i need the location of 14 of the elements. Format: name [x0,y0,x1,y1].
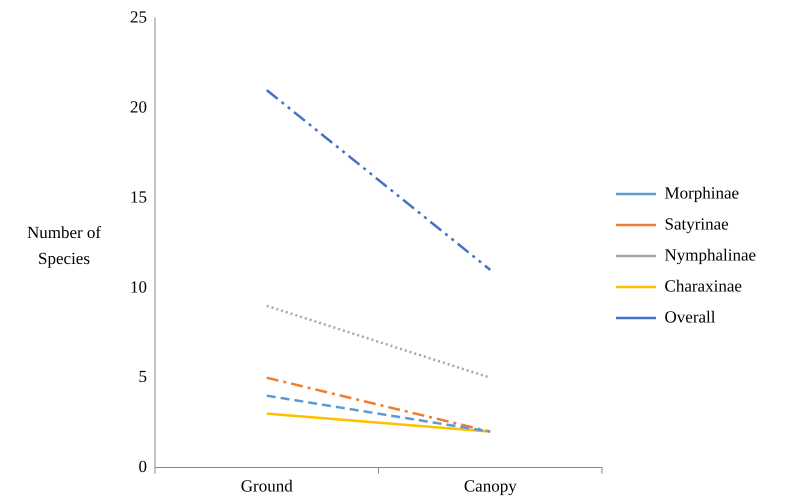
y-tick-label: 20 [130,98,147,117]
y-tick-label: 5 [138,367,147,386]
y-tick-label: 25 [130,8,147,27]
y-tick-label: 15 [130,187,147,206]
y-axis-title: Number of Species [26,222,102,270]
y-tick-label: 10 [130,277,147,296]
legend-label: Satyrinae [664,214,729,234]
x-tick-label: Canopy [464,476,518,496]
legend-label: Charaxinae [664,276,742,296]
y-tick-label: 0 [138,457,147,476]
legend-label: Nymphalinae [664,245,756,264]
x-tick-label: Ground [240,476,294,496]
legend-label: Overall [664,307,716,326]
legend-label: Morphinae [664,183,740,202]
